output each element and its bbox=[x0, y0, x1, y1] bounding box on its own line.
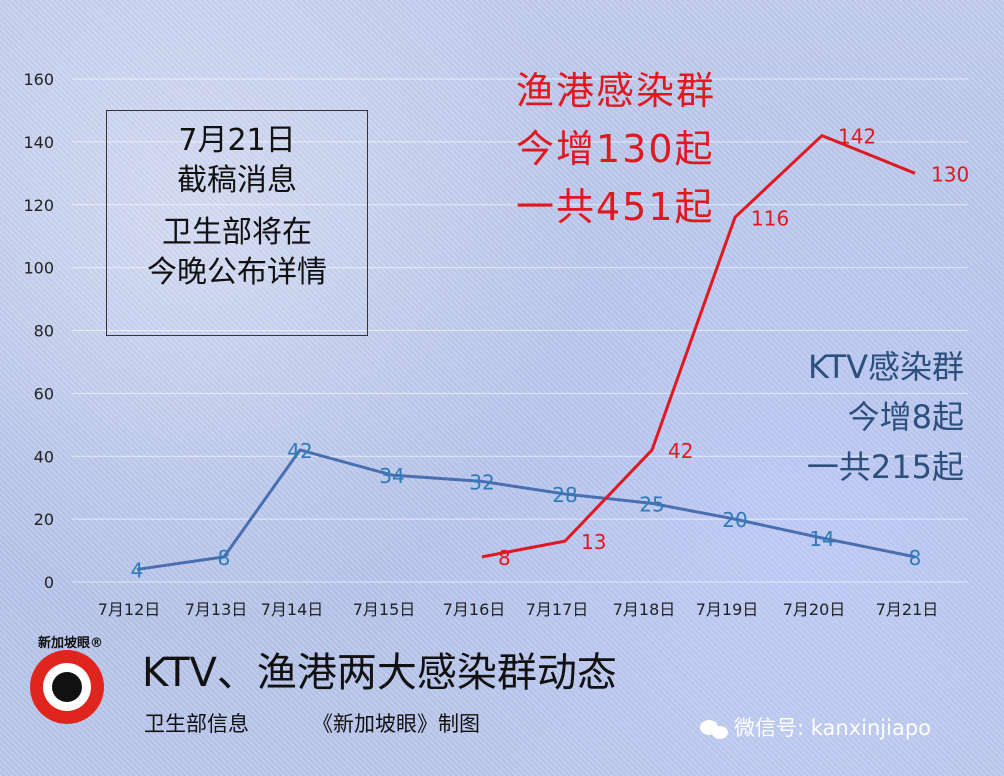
data-label: 142 bbox=[838, 125, 876, 149]
y-tick-label: 40 bbox=[34, 447, 54, 466]
data-label: 4 bbox=[131, 558, 144, 582]
series-line bbox=[136, 448, 916, 571]
data-label: 8 bbox=[909, 546, 922, 570]
note-line: 今晚公布详情 bbox=[147, 255, 327, 290]
y-tick-label: 160 bbox=[23, 70, 54, 89]
y-tick-label: 80 bbox=[34, 322, 54, 341]
x-axis-ticks: 7月12日 7月13日 7月14日 7月15日 7月16日 7月17日 7月18日 7月19日… bbox=[98, 600, 939, 619]
eye-logo-pupil bbox=[52, 672, 82, 702]
data-label: 42 bbox=[287, 439, 312, 463]
y-tick-label: 60 bbox=[34, 384, 54, 403]
note-line: 卫生部将在 bbox=[162, 215, 312, 250]
x-tick-label: 7月16日 bbox=[443, 600, 506, 619]
data-labels: 4 8 42 34 32 28 25 20 14 8 8 13 42 116 142 130 bbox=[131, 125, 970, 583]
x-tick-label: 7月21日 bbox=[876, 600, 939, 619]
y-tick-label: 0 bbox=[44, 573, 54, 592]
x-tick-label: 7月20日 bbox=[783, 600, 846, 619]
data-label: 130 bbox=[931, 162, 969, 186]
data-label: 8 bbox=[218, 546, 231, 570]
annotation-line: 一共451起 bbox=[516, 185, 715, 229]
chart-grid bbox=[72, 78, 968, 583]
x-tick-label: 7月13日 bbox=[185, 600, 248, 619]
series-line bbox=[481, 134, 916, 559]
annotation-line: 今增8起 bbox=[847, 398, 964, 436]
data-label: 14 bbox=[809, 527, 834, 551]
wechat-watermark: 微信号: kanxinjiapo bbox=[700, 712, 931, 742]
y-tick-label: 140 bbox=[23, 133, 54, 152]
y-tick-label: 100 bbox=[23, 259, 54, 278]
note-line: 截稿消息 bbox=[177, 163, 297, 198]
data-label: 32 bbox=[469, 470, 494, 494]
fishery-cluster-annotation: 渔港感染群 今增130起 一共451起 bbox=[516, 62, 716, 236]
source-text: 卫生部信息 bbox=[144, 712, 249, 736]
annotation-line: 渔港感染群 bbox=[516, 69, 717, 113]
x-tick-label: 7月14日 bbox=[261, 600, 324, 619]
x-tick-label: 7月18日 bbox=[613, 600, 676, 619]
ktv-cluster-annotation: KTV感染群 今增8起 一共215起 bbox=[784, 342, 964, 492]
annotation-line: 一共215起 bbox=[806, 448, 964, 486]
chart-title: KTV、渔港两大感染群动态 bbox=[142, 650, 617, 696]
x-tick-label: 7月19日 bbox=[696, 600, 759, 619]
note-box: 7月21日 截稿消息 卫生部将在 今晚公布详情 bbox=[106, 110, 368, 336]
note-date: 7月21日 bbox=[178, 123, 296, 158]
data-label: 28 bbox=[552, 483, 577, 507]
y-axis-ticks: 0 20 40 60 80 100 120 140 160 bbox=[23, 70, 54, 592]
wechat-icon bbox=[700, 718, 730, 740]
x-tick-label: 7月15日 bbox=[353, 600, 416, 619]
data-label: 20 bbox=[722, 508, 747, 532]
data-label: 42 bbox=[668, 439, 693, 463]
data-label: 8 bbox=[498, 546, 511, 570]
data-label: 25 bbox=[639, 492, 664, 516]
data-label: 13 bbox=[581, 530, 606, 554]
chart-series bbox=[136, 134, 916, 571]
credit-text: 《新加坡眼》制图 bbox=[312, 712, 480, 736]
annotation-line: KTV感染群 bbox=[808, 348, 964, 386]
x-tick-label: 7月17日 bbox=[526, 600, 589, 619]
data-label: 34 bbox=[379, 464, 404, 488]
data-label: 116 bbox=[751, 206, 789, 230]
y-tick-label: 120 bbox=[23, 196, 54, 215]
wechat-id: 微信号: kanxinjiapo bbox=[734, 716, 932, 740]
x-tick-label: 7月12日 bbox=[98, 600, 161, 619]
y-tick-label: 20 bbox=[34, 510, 54, 529]
annotation-line: 今增130起 bbox=[516, 127, 715, 171]
logo-text: 新加坡眼® bbox=[38, 636, 104, 651]
